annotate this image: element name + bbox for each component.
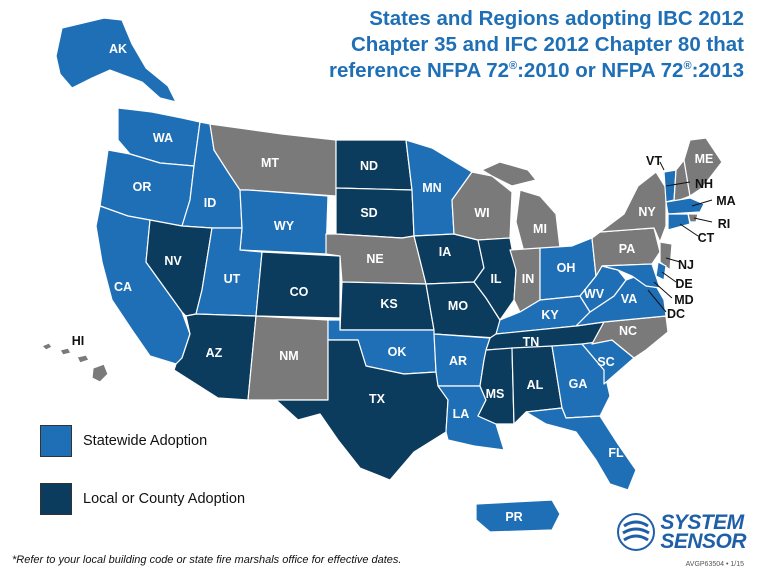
state-AK[interactable] [55, 17, 177, 103]
label-KS: KS [380, 297, 397, 311]
state-DE[interactable] [655, 261, 667, 281]
label-OH: OH [557, 261, 576, 275]
label-AZ: AZ [206, 346, 223, 360]
label-OR: OR [133, 180, 152, 194]
label-SC: SC [597, 355, 614, 369]
label-CT: CT [698, 231, 715, 245]
label-NV: NV [164, 254, 182, 268]
label-AR: AR [449, 354, 467, 368]
state-labels: AK HI WA OR CA ID NV MT WY UT AZ CO NM N… [72, 42, 736, 524]
label-IN: IN [522, 272, 535, 286]
label-NJ: NJ [678, 258, 694, 272]
label-MO: MO [448, 299, 468, 313]
label-TX: TX [369, 392, 386, 406]
label-WV: WV [584, 287, 605, 301]
label-MI: MI [533, 222, 547, 236]
state-MI[interactable] [515, 189, 561, 253]
state-HI-2[interactable] [59, 347, 72, 356]
logo-wordmark: SYSTEM SENSOR [660, 511, 746, 553]
label-ME: ME [695, 152, 714, 166]
state-TX[interactable] [275, 339, 449, 481]
label-MD: MD [674, 293, 693, 307]
label-NE: NE [366, 252, 383, 266]
state-PR[interactable] [475, 499, 561, 533]
label-VT: VT [646, 154, 662, 168]
label-GA: GA [569, 377, 588, 391]
label-MT: MT [261, 156, 279, 170]
label-KY: KY [541, 308, 559, 322]
map-title: States and Regions adopting IBC 2012 Cha… [314, 6, 744, 84]
label-MS: MS [486, 387, 505, 401]
label-LA: LA [453, 407, 470, 421]
label-IA: IA [439, 245, 452, 259]
state-WI[interactable] [451, 171, 513, 241]
state-FL[interactable] [525, 407, 637, 491]
state-MI-up[interactable] [481, 161, 537, 187]
label-AK: AK [109, 42, 127, 56]
label-NY: NY [638, 205, 656, 219]
label-NC: NC [619, 324, 637, 338]
document-code: AVGP63504 • 1/15 [685, 561, 744, 568]
label-PR: PR [505, 510, 522, 524]
label-OK: OK [388, 345, 407, 359]
legend-statewide: Statewide Adoption [40, 425, 207, 457]
state-HI-1[interactable] [41, 342, 53, 351]
label-WA: WA [153, 131, 173, 145]
state-NJ[interactable] [659, 241, 673, 271]
legend-label-statewide: Statewide Adoption [83, 433, 208, 449]
state-MD[interactable] [601, 263, 661, 289]
system-sensor-emblem-icon [617, 513, 656, 551]
label-NH: NH [695, 177, 713, 191]
footnote: *Refer to your local building code or st… [12, 554, 402, 566]
label-DE: DE [675, 277, 692, 291]
label-WY: WY [274, 219, 295, 233]
state-HI-3[interactable] [76, 354, 90, 364]
legend-swatch-local [40, 483, 72, 515]
state-HI-4[interactable] [91, 363, 109, 383]
label-WI: WI [474, 206, 489, 220]
label-TN: TN [523, 335, 540, 349]
label-NM: NM [279, 349, 298, 363]
title-line-1: States and Regions adopting IBC 2012 [369, 7, 744, 30]
legend-local: Local or County Adoption [40, 483, 245, 515]
system-sensor-logo: SYSTEM SENSOR [616, 512, 746, 552]
state-IA[interactable] [413, 233, 485, 285]
label-CO: CO [290, 285, 309, 299]
label-MA: MA [716, 194, 735, 208]
legend-label-local: Local or County Adoption [83, 491, 246, 507]
label-MN: MN [422, 181, 441, 195]
label-VA: VA [621, 292, 637, 306]
legend-swatch-statewide [40, 425, 72, 457]
title-line-3: reference NFPA 72®:2010 or NFPA 72®:2013 [328, 59, 744, 82]
label-UT: UT [224, 272, 241, 286]
label-IL: IL [490, 272, 501, 286]
state-MA[interactable] [665, 197, 705, 215]
label-CA: CA [114, 280, 132, 294]
state-ME[interactable] [683, 137, 723, 197]
state-CT[interactable] [667, 213, 691, 231]
label-FL: FL [608, 446, 624, 460]
label-RI: RI [718, 217, 731, 231]
label-HI: HI [72, 334, 85, 348]
title-line-2: Chapter 35 and IFC 2012 Chapter 80 that [350, 33, 744, 56]
leader-lines [647, 161, 713, 313]
label-ID: ID [204, 196, 217, 210]
label-ND: ND [360, 159, 378, 173]
label-DC: DC [667, 307, 685, 321]
label-SD: SD [360, 206, 377, 220]
label-PA: PA [619, 242, 635, 256]
label-AL: AL [527, 378, 544, 392]
